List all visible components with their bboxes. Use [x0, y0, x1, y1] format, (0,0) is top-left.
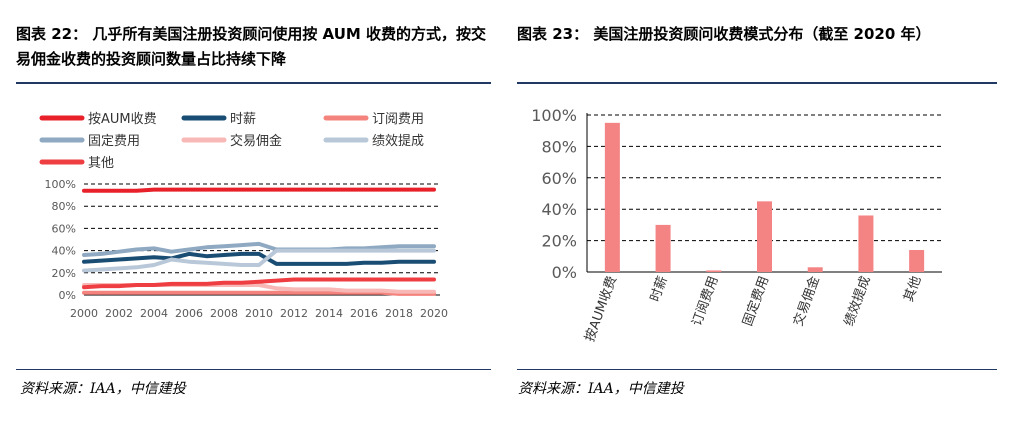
- x-tick-label: 2016: [350, 307, 378, 320]
- y-tick-label: 20%: [52, 267, 76, 280]
- y-tick-label: 80%: [541, 137, 577, 156]
- y-tick-label: 100%: [45, 178, 76, 191]
- category-label: 固定费用: [740, 274, 772, 328]
- bar: [807, 267, 823, 272]
- x-tick-label: 2002: [105, 307, 133, 320]
- legend-label: 订阅费用: [372, 112, 424, 127]
- y-tick-label: 100%: [531, 106, 577, 125]
- x-tick-label: 2018: [385, 307, 413, 320]
- y-tick-label: 40%: [541, 200, 577, 219]
- category-label: 订阅费用: [690, 274, 722, 328]
- left-title-rule: [16, 82, 491, 84]
- y-tick-label: 60%: [52, 222, 76, 235]
- category-label: 按AUM收费: [583, 274, 621, 344]
- right-title-rule: [517, 82, 997, 84]
- x-tick-label: 2020: [420, 307, 448, 320]
- category-label: 交易佣金: [790, 274, 823, 328]
- x-tick-label: 2008: [210, 307, 238, 320]
- left-source-rule: [16, 369, 491, 370]
- bar: [604, 122, 620, 272]
- category-label: 其他: [901, 274, 924, 304]
- x-tick-label: 2010: [245, 307, 273, 320]
- series-line: [82, 277, 436, 290]
- right-source-note: 资料来源：IAA，中信建投: [518, 381, 684, 397]
- y-tick-label: 40%: [52, 245, 76, 258]
- right-chart-title: 图表 23： 美国注册投资顾问收费模式分布（截至 2020 年）: [517, 25, 931, 43]
- legend-label: 交易佣金: [230, 133, 282, 149]
- legend-label: 固定费用: [88, 134, 140, 149]
- y-tick-label: 80%: [52, 200, 76, 213]
- legend-label: 时薪: [230, 112, 256, 127]
- bar: [858, 215, 874, 272]
- x-tick-label: 2000: [70, 307, 98, 320]
- bar: [909, 250, 925, 272]
- x-tick-label: 2014: [315, 307, 343, 320]
- bar: [757, 201, 772, 272]
- series-line: [82, 248, 436, 273]
- series-line: [82, 241, 436, 257]
- series-line: [82, 187, 436, 193]
- category-label: 时薪: [648, 274, 671, 304]
- right-source-rule: [517, 369, 997, 370]
- legend-label: 绩效提成: [372, 133, 424, 149]
- y-tick-label: 20%: [541, 232, 577, 251]
- left-source-note: 资料来源：IAA，中信建投: [20, 381, 186, 397]
- legend-label: 其他: [88, 156, 114, 171]
- y-tick-label: 60%: [541, 169, 577, 188]
- series-line: [82, 251, 436, 266]
- bar: [655, 224, 671, 272]
- y-tick-label: 0%: [59, 289, 76, 302]
- bar-chart: 0% 20% 40% 60% 80% 100% 按AUM收费 时薪 订阅费用 固定费用 交易佣金 绩效…: [531, 106, 942, 344]
- series-line: [82, 290, 436, 296]
- category-label: 绩效提成: [841, 274, 874, 328]
- y-tick-label: 0%: [552, 263, 577, 282]
- x-tick-label: 2006: [175, 307, 203, 320]
- x-tick-label: 2012: [280, 307, 308, 320]
- x-tick-label: 2004: [140, 307, 168, 320]
- legend-label: 按AUM收费: [88, 112, 157, 127]
- left-chart-title: 图表 22： 几乎所有美国注册投资顾问使用按 AUM 收费的方式，按交易佣金收费…: [16, 25, 487, 68]
- bar: [706, 270, 722, 272]
